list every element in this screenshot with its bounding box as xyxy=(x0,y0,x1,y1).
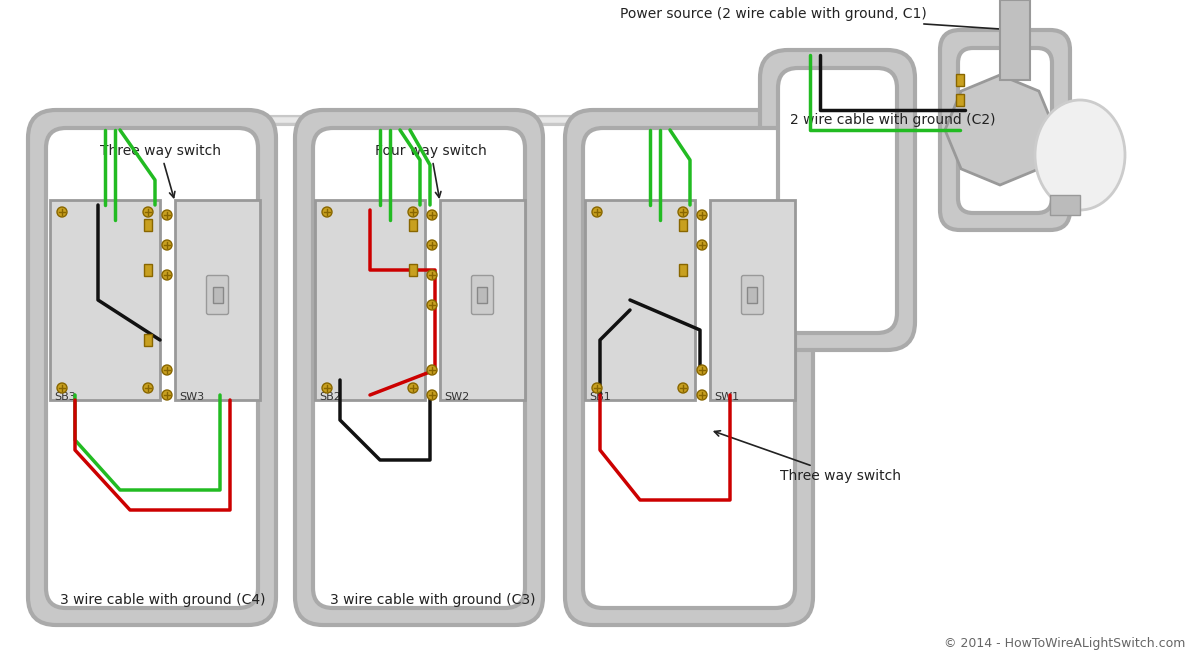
Circle shape xyxy=(162,270,172,280)
Bar xyxy=(144,219,152,230)
FancyBboxPatch shape xyxy=(940,30,1070,230)
FancyBboxPatch shape xyxy=(314,200,425,400)
Circle shape xyxy=(408,207,418,217)
Text: SW2: SW2 xyxy=(444,392,469,402)
Ellipse shape xyxy=(1034,100,1124,210)
FancyBboxPatch shape xyxy=(710,200,794,400)
Circle shape xyxy=(162,390,172,400)
Bar xyxy=(212,287,222,303)
FancyBboxPatch shape xyxy=(206,275,228,314)
Circle shape xyxy=(143,383,154,393)
Bar xyxy=(1000,0,1030,80)
Circle shape xyxy=(322,207,332,217)
Text: SB3: SB3 xyxy=(54,392,76,402)
Text: Four way switch: Four way switch xyxy=(374,144,487,198)
Circle shape xyxy=(592,207,602,217)
Circle shape xyxy=(58,207,67,217)
FancyBboxPatch shape xyxy=(440,200,524,400)
Circle shape xyxy=(678,207,688,217)
Text: SB2: SB2 xyxy=(319,392,341,402)
Circle shape xyxy=(697,390,707,400)
Circle shape xyxy=(162,365,172,375)
Circle shape xyxy=(162,210,172,220)
Circle shape xyxy=(143,207,154,217)
Circle shape xyxy=(592,383,602,393)
FancyBboxPatch shape xyxy=(472,275,493,314)
Circle shape xyxy=(427,270,437,280)
Text: Three way switch: Three way switch xyxy=(714,431,901,483)
Bar xyxy=(409,265,418,275)
Circle shape xyxy=(427,210,437,220)
Bar xyxy=(679,265,686,275)
Text: SB1: SB1 xyxy=(589,392,611,402)
Circle shape xyxy=(697,210,707,220)
FancyBboxPatch shape xyxy=(313,128,524,608)
FancyBboxPatch shape xyxy=(742,275,763,314)
Circle shape xyxy=(697,240,707,250)
FancyBboxPatch shape xyxy=(584,200,695,400)
Circle shape xyxy=(427,240,437,250)
FancyBboxPatch shape xyxy=(295,110,542,625)
Bar xyxy=(409,219,418,230)
Text: © 2014 - HowToWireALightSwitch.com: © 2014 - HowToWireALightSwitch.com xyxy=(943,637,1184,650)
Text: 2 wire cable with ground (C2): 2 wire cable with ground (C2) xyxy=(790,113,996,127)
FancyBboxPatch shape xyxy=(583,128,794,608)
Bar xyxy=(144,334,152,346)
Bar xyxy=(478,287,487,303)
Text: Power source (2 wire cable with ground, C1): Power source (2 wire cable with ground, … xyxy=(620,7,1010,32)
FancyBboxPatch shape xyxy=(760,50,914,350)
Text: Three way switch: Three way switch xyxy=(100,144,221,198)
Bar xyxy=(679,219,686,230)
Bar xyxy=(1050,195,1080,215)
Bar xyxy=(748,287,757,303)
Bar xyxy=(956,74,964,86)
FancyBboxPatch shape xyxy=(175,200,260,400)
Circle shape xyxy=(427,365,437,375)
Circle shape xyxy=(427,300,437,310)
Circle shape xyxy=(697,365,707,375)
FancyBboxPatch shape xyxy=(778,68,896,333)
FancyBboxPatch shape xyxy=(958,48,1052,213)
Circle shape xyxy=(58,383,67,393)
Bar xyxy=(144,265,152,275)
Circle shape xyxy=(322,383,332,393)
Circle shape xyxy=(408,383,418,393)
Text: 3 wire cable with ground (C3): 3 wire cable with ground (C3) xyxy=(330,593,535,607)
Text: 3 wire cable with ground (C4): 3 wire cable with ground (C4) xyxy=(60,593,265,607)
Circle shape xyxy=(162,240,172,250)
Bar xyxy=(956,94,964,106)
FancyBboxPatch shape xyxy=(28,110,276,625)
Circle shape xyxy=(678,383,688,393)
Text: SW3: SW3 xyxy=(179,392,204,402)
FancyBboxPatch shape xyxy=(50,200,160,400)
FancyBboxPatch shape xyxy=(46,128,258,608)
Text: SW1: SW1 xyxy=(714,392,739,402)
Circle shape xyxy=(427,390,437,400)
FancyBboxPatch shape xyxy=(565,110,814,625)
